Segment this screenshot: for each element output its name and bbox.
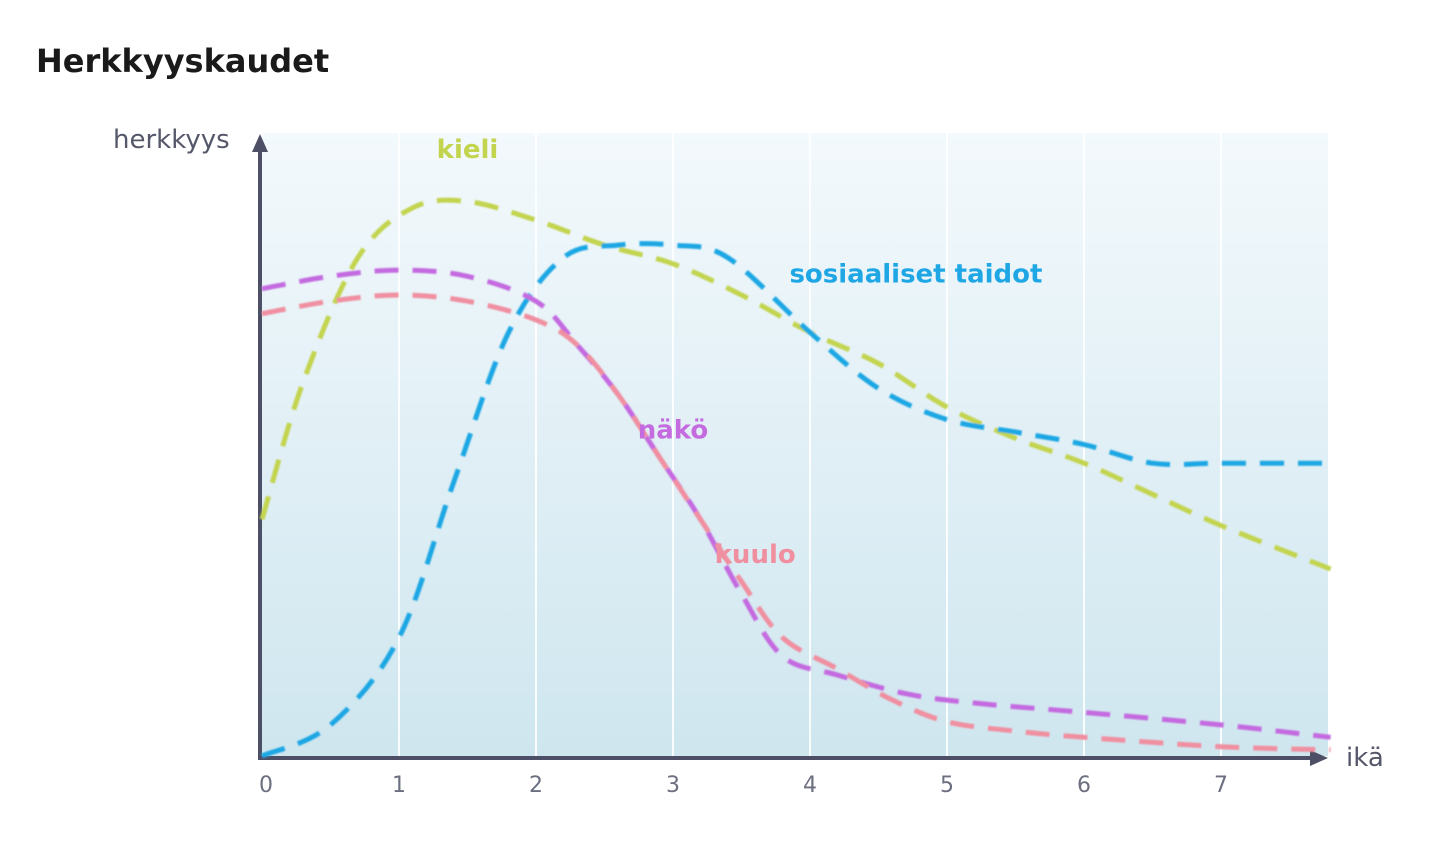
series-line-kieli <box>259 197 1332 572</box>
x-tick-label-0: 0 <box>259 773 273 798</box>
x-tick-label-2: 2 <box>529 773 543 798</box>
series-lines <box>259 197 1332 759</box>
x-axis-label: ikä <box>1346 743 1384 773</box>
series-line-kuulo <box>261 292 1331 753</box>
series-line-nako <box>261 267 1331 740</box>
chart-title: Herkkyyskaudet <box>36 42 329 80</box>
series-label-kuulo: kuulo <box>715 540 796 570</box>
series-label-nako: näkö <box>638 415 709 445</box>
axes <box>252 134 1328 766</box>
x-tick-label-6: 6 <box>1077 773 1091 798</box>
y-axis-label: herkkyys <box>113 125 230 155</box>
series-line-sosiaaliset-taidot <box>260 241 1331 759</box>
x-tick-labels: 0 1 2 3 4 5 6 7 <box>259 773 1228 798</box>
x-tick-label-3: 3 <box>666 773 680 798</box>
x-axis-arrow <box>1310 750 1328 766</box>
x-tick-label-4: 4 <box>803 773 817 798</box>
x-tick-label-5: 5 <box>940 773 954 798</box>
series-labels: kieli sosiaaliset taidot näkö kuulo <box>437 135 1043 570</box>
series-label-kieli: kieli <box>437 135 499 165</box>
x-tick-label-7: 7 <box>1214 773 1228 798</box>
x-tick-label-1: 1 <box>392 773 406 798</box>
plot-background <box>262 133 1328 756</box>
y-axis-arrow <box>252 134 268 152</box>
series-label-sosiaaliset-taidot: sosiaaliset taidot <box>789 260 1042 290</box>
